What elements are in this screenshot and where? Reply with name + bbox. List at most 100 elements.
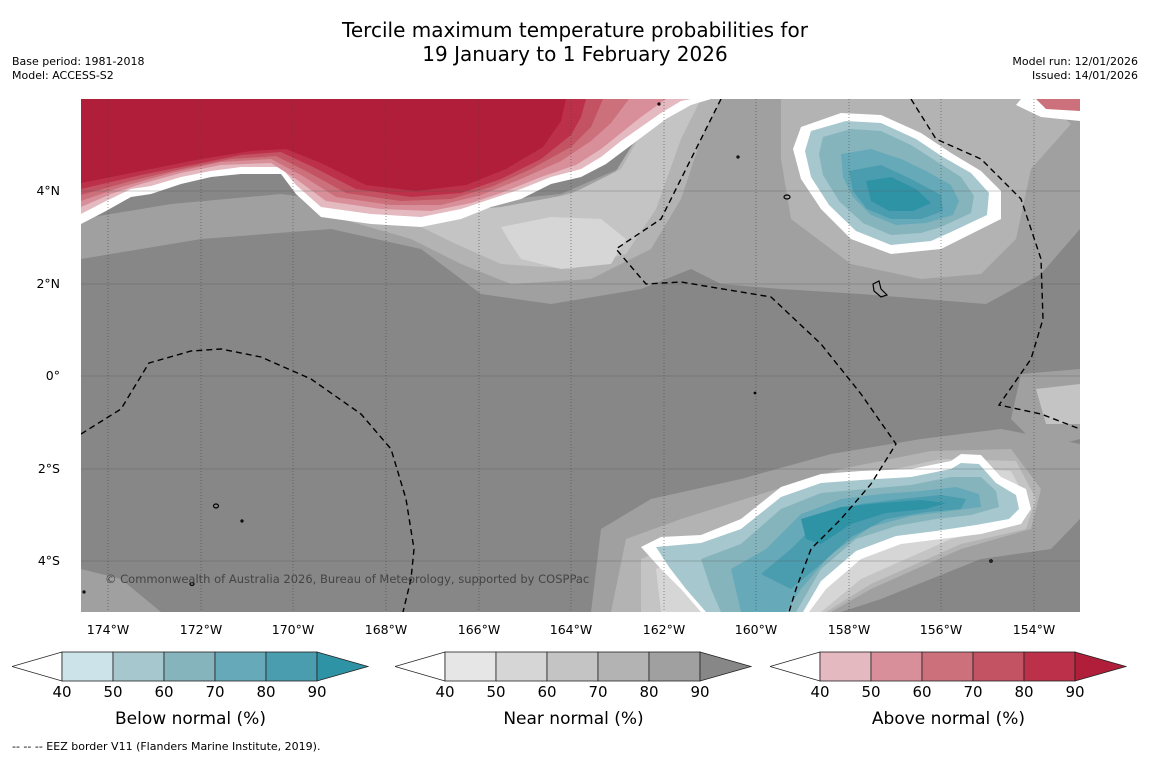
colorbar-near-tick: 50 xyxy=(486,683,506,701)
colorbar-below-normal: 40 50 60 70 80 90 Below normal (%) xyxy=(12,651,369,741)
colorbar-above-tick: 90 xyxy=(1065,683,1085,701)
colorbar-below-swatch-0 xyxy=(12,651,63,682)
colorbar-above-swatch-6 xyxy=(1074,651,1127,682)
lat-tick-4n: 4°N xyxy=(36,183,60,198)
colorbar-below-swatch-5 xyxy=(265,651,318,682)
title-line-2: 19 January to 1 February 2026 xyxy=(422,42,728,66)
model-label: Model: ACCESS-S2 xyxy=(12,69,114,82)
copyright-text: © Commonwealth of Australia 2026, Bureau… xyxy=(105,572,590,586)
colorbar-above-swatch-1 xyxy=(819,651,872,682)
model-run-label: Model run: 12/01/2026 xyxy=(1012,55,1138,68)
island-9 xyxy=(82,590,86,594)
colorbar-below-tick: 40 xyxy=(52,683,72,701)
lon-tick-156w: 156°W xyxy=(919,622,963,637)
colorbar-below-swatch-3 xyxy=(163,651,216,682)
colorbar-near-title: Near normal (%) xyxy=(503,709,644,729)
island-3 xyxy=(189,581,195,587)
lon-tick-170w: 170°W xyxy=(271,622,315,637)
colorbar-above-title: Above normal (%) xyxy=(871,709,1026,729)
colorbar-below-swatch-6 xyxy=(316,651,369,682)
colorbar-below-title: Below normal (%) xyxy=(115,709,266,729)
below-normal-s-90 xyxy=(801,500,946,544)
near-normal-band-60 xyxy=(381,99,701,269)
colorbar-near-tick: 60 xyxy=(537,683,557,701)
island-christmas xyxy=(872,280,889,298)
lon-tick-168w: 168°W xyxy=(364,622,408,637)
island-8 xyxy=(989,559,993,563)
colorbar-above-tick: 60 xyxy=(912,683,932,701)
colorbar-near-swatch-4 xyxy=(597,651,650,682)
above-normal-90 xyxy=(81,99,566,191)
colorbar-near-swatch-5 xyxy=(648,651,701,682)
colorbar-above-tick: 70 xyxy=(963,683,983,701)
colorbar-above-swatch-2 xyxy=(870,651,923,682)
colorbar-near-tick: 70 xyxy=(588,683,608,701)
near-normal-band-bottom-left xyxy=(81,569,161,612)
lon-tick-162w: 162°W xyxy=(642,622,686,637)
above-normal-region-ne-fill xyxy=(1036,99,1080,111)
lon-tick-164w: 164°W xyxy=(549,622,593,637)
eez-border-east xyxy=(910,99,1080,430)
colorbar-above-normal: 40 50 60 70 80 90 Above normal (%) xyxy=(770,651,1127,741)
probability-map: © Commonwealth of Australia 2026, Bureau… xyxy=(81,99,1080,612)
below-normal-n-90 xyxy=(866,177,931,211)
colorbar-above-swatch-3 xyxy=(921,651,974,682)
colorbar-above-tick: 40 xyxy=(810,683,830,701)
eez-border-central xyxy=(614,99,897,612)
colorbar-near-swatch-0 xyxy=(395,651,446,682)
colorbar-above-swatch-0 xyxy=(770,651,821,682)
lon-tick-158w: 158°W xyxy=(827,622,871,637)
colorbar-below-tick: 90 xyxy=(307,683,327,701)
eez-border-west xyxy=(81,348,415,612)
eez-borders xyxy=(81,99,1080,612)
lon-tick-154w: 154°W xyxy=(1012,622,1056,637)
lon-tick-160w: 160°W xyxy=(734,622,778,637)
colorbar-near-normal: 40 50 60 70 80 90 Near normal (%) xyxy=(395,651,752,741)
colorbar-near-tick: 80 xyxy=(639,683,659,701)
issued-label: Issued: 14/01/2026 xyxy=(1031,69,1138,82)
below-normal-s-80 xyxy=(761,495,966,589)
colorbar-above-swatch-5 xyxy=(1023,651,1076,682)
colorbar-near-swatch-1 xyxy=(444,651,497,682)
colorbar-above-svg xyxy=(770,651,1127,682)
colorbar-below-tick: 80 xyxy=(256,683,276,701)
lat-tick-2s: 2°S xyxy=(37,461,60,476)
near-normal-band-right-60 xyxy=(1036,384,1080,424)
colorbar-near-tick: 90 xyxy=(690,683,710,701)
lat-tick-0: 0° xyxy=(45,368,60,383)
lon-tick-172w: 172°W xyxy=(179,622,223,637)
lat-tick-4s: 4°S xyxy=(37,553,60,568)
meta-right: Model run: 12/01/2026 Issued: 14/01/2026 xyxy=(1012,55,1138,83)
colorbar-near-swatch-6 xyxy=(699,651,752,682)
colorbar-above-tick: 50 xyxy=(861,683,881,701)
lon-tick-166w: 166°W xyxy=(457,622,501,637)
title-line-1: Tercile maximum temperature probabilitie… xyxy=(342,18,808,42)
island-2 xyxy=(212,503,220,509)
base-period-label: Base period: 1981-2018 xyxy=(12,55,145,68)
lat-tick-2n: 2°N xyxy=(36,276,60,291)
colorbar-below-tick: 50 xyxy=(103,683,123,701)
eez-footnote: -- -- -- EEZ border V11 (Flanders Marine… xyxy=(12,740,321,753)
islands xyxy=(82,102,993,594)
island-7 xyxy=(753,391,757,395)
colorbar-near-tick: 40 xyxy=(435,683,455,701)
near-normal-band-50 xyxy=(501,217,626,269)
map-gridlines xyxy=(81,190,1080,562)
colorbar-below-swatch-4 xyxy=(214,651,267,682)
island-4 xyxy=(240,519,244,523)
colorbar-above-tick: 80 xyxy=(1014,683,1034,701)
colorbar-above-swatch-4 xyxy=(972,651,1025,682)
map-layers xyxy=(81,99,1080,612)
colorbar-below-swatch-1 xyxy=(61,651,114,682)
colorbar-below-tick: 60 xyxy=(154,683,174,701)
island-6 xyxy=(736,155,740,159)
colorbar-near-swatch-2 xyxy=(495,651,548,682)
colorbar-below-svg xyxy=(12,651,369,682)
colorbar-below-swatch-2 xyxy=(112,651,165,682)
colorbar-near-svg xyxy=(395,651,752,682)
chart-title: Tercile maximum temperature probabilitie… xyxy=(0,18,1150,66)
island-1 xyxy=(783,194,791,200)
colorbar-below-tick: 70 xyxy=(205,683,225,701)
meta-left: Base period: 1981-2018 Model: ACCESS-S2 xyxy=(12,55,144,83)
lon-tick-174w: 174°W xyxy=(86,622,130,637)
